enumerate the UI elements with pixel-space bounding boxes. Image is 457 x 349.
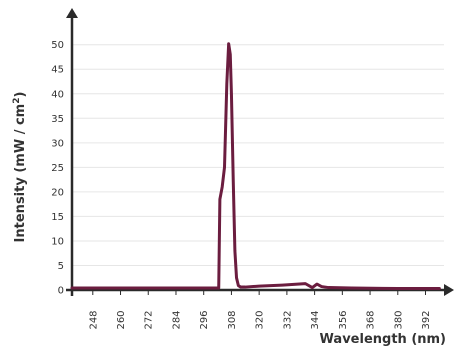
series-line-0	[72, 44, 439, 289]
y-axis-title-main: Intensity (mW / cm	[13, 104, 28, 243]
x-axis-title: Wavelength (nm)	[320, 332, 446, 347]
x-tick-label-296: 296	[199, 310, 210, 329]
x-tick-label-260: 260	[116, 310, 127, 329]
y-tick-label-10: 10	[51, 236, 64, 247]
y-tick-label-5: 5	[58, 261, 64, 272]
y-tick-label-0: 0	[58, 286, 64, 297]
x-tick-label-248: 248	[88, 310, 99, 329]
x-tick-label-332: 332	[282, 310, 293, 329]
y-axis-title: Intensity (mW / cm2)	[12, 92, 28, 243]
axes	[66, 8, 454, 296]
x-axis-arrow	[444, 284, 454, 296]
x-tick-label-284: 284	[171, 310, 182, 329]
x-tick-label-272: 272	[144, 310, 155, 329]
y-tick-labels: 0 5 10 15 20 25 30 35 40 45 50	[51, 40, 64, 296]
x-tick-label-392: 392	[421, 310, 432, 329]
y-tick-label-40: 40	[51, 89, 64, 100]
x-tick-label-308: 308	[227, 310, 238, 329]
x-tick-label-320: 320	[255, 310, 266, 329]
x-tick-label-344: 344	[310, 310, 321, 329]
x-tick-label-368: 368	[366, 310, 377, 329]
y-axis-title-tail: )	[13, 92, 28, 98]
y-axis-arrow	[66, 8, 78, 18]
grid	[72, 45, 444, 266]
y-tick-label-50: 50	[51, 40, 64, 51]
y-tick-label-20: 20	[51, 187, 64, 198]
x-tick-label-356: 356	[338, 310, 349, 329]
y-tick-label-25: 25	[51, 163, 64, 174]
y-tick-label-15: 15	[51, 212, 64, 223]
x-tick-labels: 248 260 272 284 296 308 320 332 344 356 368 380 392	[88, 290, 432, 330]
y-tick-label-35: 35	[51, 114, 64, 125]
y-tick-label-30: 30	[51, 138, 64, 149]
x-tick-label-380: 380	[393, 310, 404, 329]
series-layer	[72, 44, 439, 289]
y-tick-label-45: 45	[51, 65, 64, 76]
